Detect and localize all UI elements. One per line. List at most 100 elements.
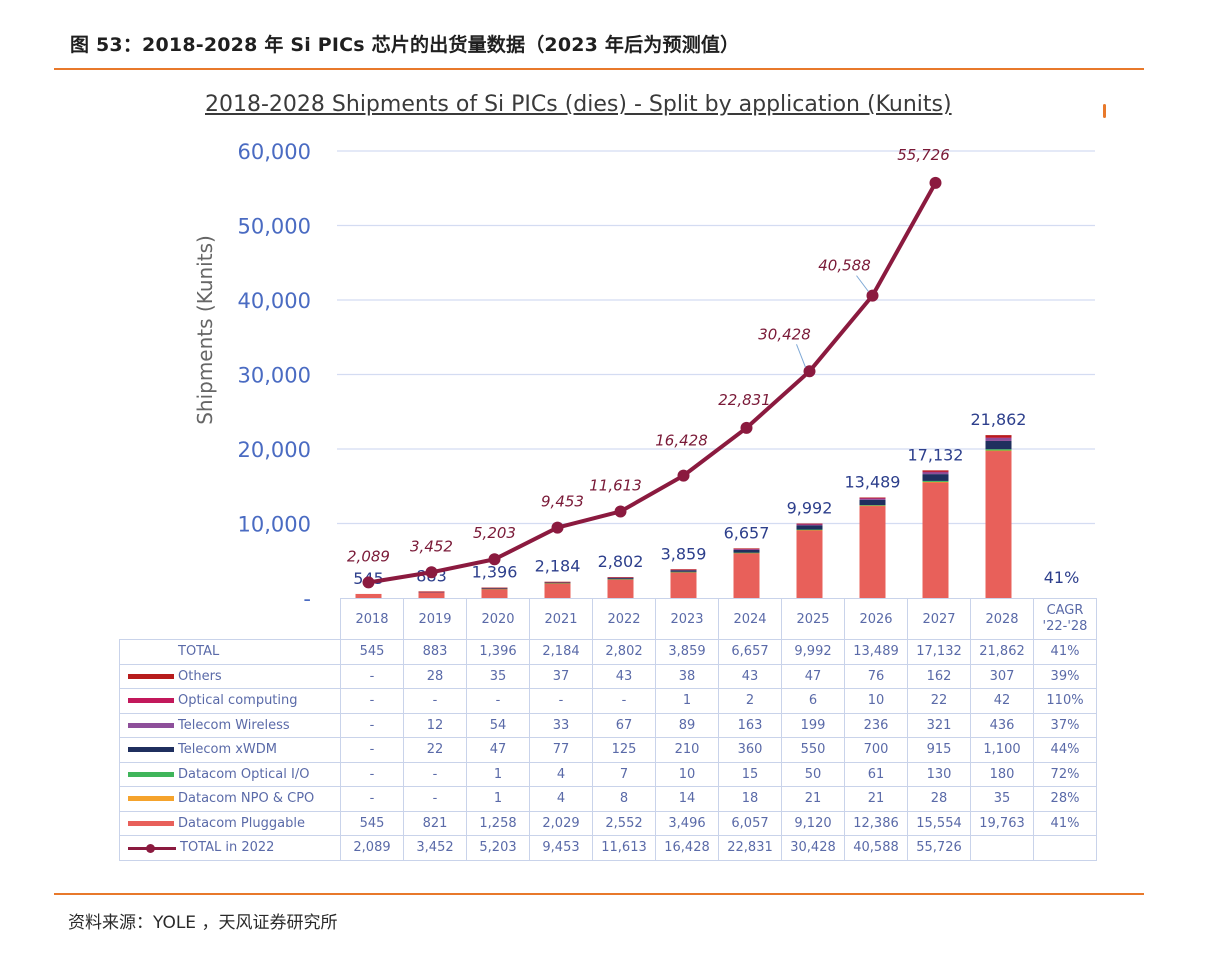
line-data-label: 55,726 xyxy=(897,146,950,164)
year-header: 2019 xyxy=(403,598,467,640)
table-cell: 47 xyxy=(466,737,530,763)
table-cell: 163 xyxy=(718,712,782,738)
legend-swatch xyxy=(128,820,174,826)
table-cell: 5,203 xyxy=(466,835,530,861)
table-cell: 61 xyxy=(844,761,908,787)
bar-total-label: 2,802 xyxy=(598,552,644,571)
table-cell: 50 xyxy=(781,761,845,787)
table-cell: 12 xyxy=(403,712,467,738)
line-data-label: 3,452 xyxy=(410,537,453,555)
table-row: Datacom Optical I/O - -1 4 7 10 15 50 61 130 180 72… xyxy=(119,761,1097,787)
cagr-cell: 44% xyxy=(1033,737,1097,763)
bar-segment xyxy=(733,549,760,553)
row-label: Optical computing xyxy=(119,688,341,714)
y-tick-label: 20,000 xyxy=(238,438,311,462)
bar-segment xyxy=(985,440,1012,450)
table-cell: - xyxy=(529,688,593,714)
table-cell: 2,184 xyxy=(529,639,593,665)
bar-segment xyxy=(922,474,949,481)
table-cell: - xyxy=(340,786,404,812)
table-cell: - xyxy=(466,688,530,714)
line-data-label: 2,089 xyxy=(347,547,390,565)
bar-total-label: 6,657 xyxy=(724,523,770,542)
y-tick-label: 50,000 xyxy=(238,215,311,239)
table-cell: - xyxy=(340,712,404,738)
table-cell: 2,802 xyxy=(592,639,656,665)
table-cell: 15 xyxy=(718,761,782,787)
table-row: TOTAL in 2022 2,089 3,452 5,203 9,453 11,613 1… xyxy=(119,835,1097,861)
row-label: Telecom Wireless xyxy=(119,712,341,738)
table-cell: 10 xyxy=(844,688,908,714)
table-cell: 199 xyxy=(781,712,845,738)
table-cell: 43 xyxy=(592,663,656,689)
table-cell: 436 xyxy=(970,712,1034,738)
table-cell: 67 xyxy=(592,712,656,738)
year-header: 2026 xyxy=(844,598,908,640)
row-label: TOTAL in 2022 xyxy=(119,835,341,861)
line-point xyxy=(614,505,627,518)
table-cell: 883 xyxy=(403,639,467,665)
table-row: Datacom NPO & CPO - -1 4 8 14 18 21 21 28 35 28% xyxy=(119,786,1097,812)
cagr-header-line: CAGR xyxy=(1046,603,1084,618)
legend-label: Datacom Optical I/O xyxy=(178,766,310,782)
table-row: Datacom Pluggable 545 821 1,258 2,029 2,552 3,… xyxy=(119,810,1097,836)
bar-segment xyxy=(796,523,823,525)
y-tick-label: 60,000 xyxy=(238,140,311,164)
line-data-label: 22,831 xyxy=(718,391,771,409)
line-point xyxy=(488,553,501,566)
table-cell: 10 xyxy=(655,761,719,787)
table-cell: 14 xyxy=(655,786,719,812)
line-point xyxy=(362,576,375,589)
table-cell: 3,496 xyxy=(655,810,719,836)
line-data-label: 5,203 xyxy=(473,524,516,542)
bar-segment xyxy=(859,498,886,499)
cagr-cell: 41% xyxy=(1033,639,1097,665)
table-corner xyxy=(120,599,341,640)
bar-segment xyxy=(985,449,1012,451)
bar-segment xyxy=(922,471,949,473)
bar-segment xyxy=(859,499,886,506)
legend-label: Others xyxy=(178,668,222,684)
table-cell: 180 xyxy=(970,761,1034,787)
legend-swatch xyxy=(128,722,174,728)
bar-segment xyxy=(418,591,445,593)
bar-segment xyxy=(859,498,886,500)
table-cell: 35 xyxy=(970,786,1034,812)
legend-label: Datacom NPO & CPO xyxy=(178,791,315,807)
year-header: 2027 xyxy=(907,598,971,640)
line-point xyxy=(425,566,438,579)
bar-segment xyxy=(670,571,697,598)
table-cell: 545 xyxy=(340,639,404,665)
bar-segment xyxy=(481,587,508,589)
data-table: 2018 2019 2020 2021 2022 2023 2024 2025 2026 2027… xyxy=(119,598,1097,861)
line-point xyxy=(866,289,879,302)
table-cell: 4 xyxy=(529,786,593,812)
bar-segment xyxy=(733,548,760,550)
table-cell: 162 xyxy=(907,663,971,689)
legend-swatch xyxy=(128,747,174,753)
cagr-cell: 41% xyxy=(1033,810,1097,836)
legend-swatch xyxy=(128,771,174,777)
table-cell: - xyxy=(340,663,404,689)
table-cell: 125 xyxy=(592,737,656,763)
table-cell: 21 xyxy=(844,786,908,812)
bar-segment xyxy=(670,569,697,570)
table-cell: 8 xyxy=(592,786,656,812)
line-data-label: 30,428 xyxy=(758,325,811,343)
bar-segment xyxy=(733,552,760,554)
table-cell: 7 xyxy=(592,761,656,787)
table-cell: 11,613 xyxy=(592,835,656,861)
y-tick-label: 30,000 xyxy=(238,364,311,388)
cagr-cell: 28% xyxy=(1033,786,1097,812)
table-cell: 76 xyxy=(844,663,908,689)
table-cell: - xyxy=(340,761,404,787)
cagr-cell xyxy=(1033,835,1097,861)
table-cell: 4 xyxy=(529,761,593,787)
bar-segment xyxy=(544,581,571,583)
table-cell: 33 xyxy=(529,712,593,738)
table-cell: 2,552 xyxy=(592,810,656,836)
bar-segment xyxy=(985,450,1012,452)
table-cell: 30,428 xyxy=(781,835,845,861)
bar-segment xyxy=(796,530,823,598)
table-cell: 6 xyxy=(781,688,845,714)
